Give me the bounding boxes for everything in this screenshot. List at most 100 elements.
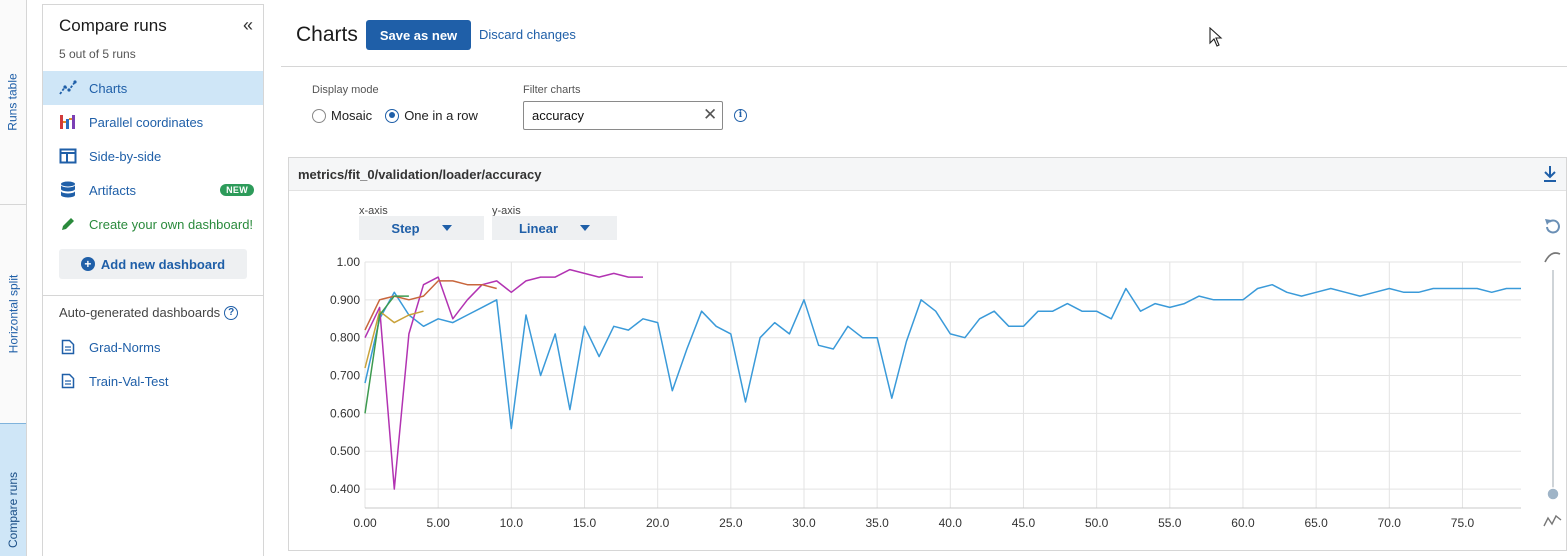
x-tick-label: 75.0 <box>1451 516 1475 530</box>
accuracy-line-chart[interactable]: 0.400 0.500 0.600 0.700 0.800 0.900 1.00 0.00 5.… <box>289 158 1529 552</box>
sidebar-item-label: Grad-Norms <box>89 339 161 355</box>
new-badge: NEW <box>220 184 254 196</box>
page-title: Charts <box>296 23 358 46</box>
y-tick-label: 0.400 <box>330 482 360 496</box>
discard-changes-link[interactable]: Discard changes <box>479 27 576 42</box>
x-tick-label: 0.00 <box>353 516 377 530</box>
document-icon <box>59 372 77 390</box>
x-axis-selector: x-axis Step <box>359 205 484 240</box>
x-tick-label: 50.0 <box>1085 516 1109 530</box>
chart-side-tools <box>1540 214 1566 534</box>
compare-sidebar: Compare runs « 5 out of 5 runs Charts Pa… <box>42 4 264 556</box>
help-icon[interactable]: ? <box>224 305 239 320</box>
sidebar-item-parallel-coordinates[interactable]: Parallel coordinates <box>43 105 263 139</box>
view-mode-rail: Runs table Horizontal split Compare runs <box>0 0 27 556</box>
y-tick-label: 0.700 <box>330 369 360 383</box>
sidebar-item-side-by-side[interactable]: Side-by-side <box>43 139 263 173</box>
sidebar-item-label: Train-Val-Test <box>89 373 169 389</box>
tab-runs-table[interactable]: Runs table <box>0 0 26 205</box>
radio-mosaic[interactable] <box>312 108 326 123</box>
sidebar-item-artifacts[interactable]: Artifacts NEW <box>43 173 263 207</box>
tab-compare-runs-label: Compare runs <box>6 471 20 549</box>
sidebar-title: Compare runs <box>59 16 167 35</box>
sidebar-item-charts[interactable]: Charts <box>43 71 263 105</box>
sidebar-nav: Charts Parallel coordinates Side-by-side… <box>43 71 263 241</box>
auto-dashboards-list: Grad-Norms Train-Val-Test <box>43 330 263 398</box>
display-mode-group: Display mode Mosaic One in a row <box>312 84 478 123</box>
side-by-side-icon <box>59 147 77 165</box>
tab-horizontal-split[interactable]: Horizontal split <box>0 206 26 422</box>
tab-runs-table-label: Runs table <box>6 73 20 131</box>
chart-title: metrics/fit_0/validation/loader/accuracy <box>298 167 542 182</box>
y-axis-dropdown[interactable]: Linear <box>492 216 617 240</box>
plus-circle-icon: + <box>80 257 95 271</box>
runs-count: 5 out of 5 runs <box>59 47 136 61</box>
series-line-4 <box>364 310 424 369</box>
y-tick-label: 0.600 <box>330 406 360 420</box>
x-tick-label: 45.0 <box>1012 516 1036 530</box>
radio-mosaic-label[interactable]: Mosaic <box>331 108 373 123</box>
pencil-icon <box>59 215 77 233</box>
radio-one-in-a-row-label[interactable]: One in a row <box>404 108 478 123</box>
y-tick-label: 0.900 <box>330 293 360 307</box>
sidebar-item-label: Parallel coordinates <box>89 114 204 130</box>
y-tick-label: 0.500 <box>330 444 360 458</box>
line-chart-icon <box>59 79 77 97</box>
x-tick-label: 35.0 <box>865 516 889 530</box>
x-axis-dropdown[interactable]: Step <box>359 216 484 240</box>
y-tick-label: 1.00 <box>337 255 361 269</box>
sidebar-item-label: Side-by-side <box>89 148 162 164</box>
x-tick-label: 25.0 <box>719 516 743 530</box>
x-axis-label: x-axis <box>359 205 388 217</box>
x-axis-value: Step <box>391 220 420 236</box>
y-axis-selector: y-axis Linear <box>492 205 617 240</box>
reset-zoom-icon[interactable] <box>1545 219 1560 234</box>
parallel-coordinates-icon <box>59 113 77 131</box>
x-tick-label: 30.0 <box>792 516 816 530</box>
add-new-dashboard-label: Add new dashboard <box>100 256 226 272</box>
auto-dashboards-heading: Auto-generated dashboards ? <box>59 305 239 320</box>
x-tick-label: 20.0 <box>646 516 670 530</box>
caret-down-icon <box>580 225 590 231</box>
sidebar-item-label: Create your own dashboard! <box>89 216 254 232</box>
collapse-sidebar-icon[interactable]: « <box>242 15 253 35</box>
caret-down-icon <box>441 225 452 231</box>
smoothing-curve-icon <box>1544 252 1561 263</box>
add-new-dashboard-button[interactable]: + Add new dashboard <box>59 249 247 279</box>
tab-horizontal-split-label: Horizontal split <box>6 274 21 354</box>
sidebar-item-train-val-test[interactable]: Train-Val-Test <box>43 364 263 398</box>
radio-one-in-a-row[interactable] <box>385 108 400 123</box>
y-axis-value: Linear <box>518 220 558 236</box>
tab-compare-runs[interactable]: Compare runs <box>0 423 26 556</box>
save-as-new-button[interactable]: Save as new <box>366 20 471 50</box>
chart-card: metrics/fit_0/validation/loader/accuracy… <box>288 157 1567 551</box>
sidebar-item-create-dashboard[interactable]: Create your own dashboard! <box>43 207 263 241</box>
download-icon[interactable] <box>1542 165 1558 183</box>
filter-charts-input[interactable] <box>523 101 723 130</box>
y-tick-label: 0.800 <box>330 331 360 345</box>
chart-card-header: metrics/fit_0/validation/loader/accuracy <box>289 158 1566 191</box>
x-tick-label: 10.0 <box>500 516 524 530</box>
x-tick-label: 15.0 <box>573 516 597 530</box>
display-mode-options: Mosaic One in a row <box>312 108 478 123</box>
x-tick-label: 5.00 <box>426 516 450 530</box>
clear-icon[interactable]: ✕ <box>703 105 718 124</box>
x-tick-label: 65.0 <box>1304 516 1328 530</box>
page-header: Charts Save as new Discard changes <box>281 0 1567 67</box>
auto-dashboards-label: Auto-generated dashboards <box>59 305 221 320</box>
filter-charts-group: Filter charts ✕ i <box>523 84 747 130</box>
x-tick-label: 40.0 <box>939 516 963 530</box>
display-mode-label: Display mode <box>312 84 379 96</box>
y-axis-label: y-axis <box>492 205 521 217</box>
sidebar-item-grad-norms[interactable]: Grad-Norms <box>43 330 263 364</box>
x-tick-label: 55.0 <box>1158 516 1182 530</box>
sidebar-item-label: Charts <box>89 80 128 96</box>
sidebar-item-label: Artifacts <box>89 182 136 198</box>
mouse-cursor-icon <box>1209 27 1223 47</box>
series-line-5 <box>364 295 409 414</box>
series-line-3 <box>364 280 497 331</box>
smoothing-slider-handle[interactable] <box>1546 487 1560 501</box>
series-line-1 <box>364 283 1521 430</box>
info-icon[interactable]: i <box>734 109 747 122</box>
main-content: Charts Save as new Discard changes Displ… <box>281 0 1567 556</box>
